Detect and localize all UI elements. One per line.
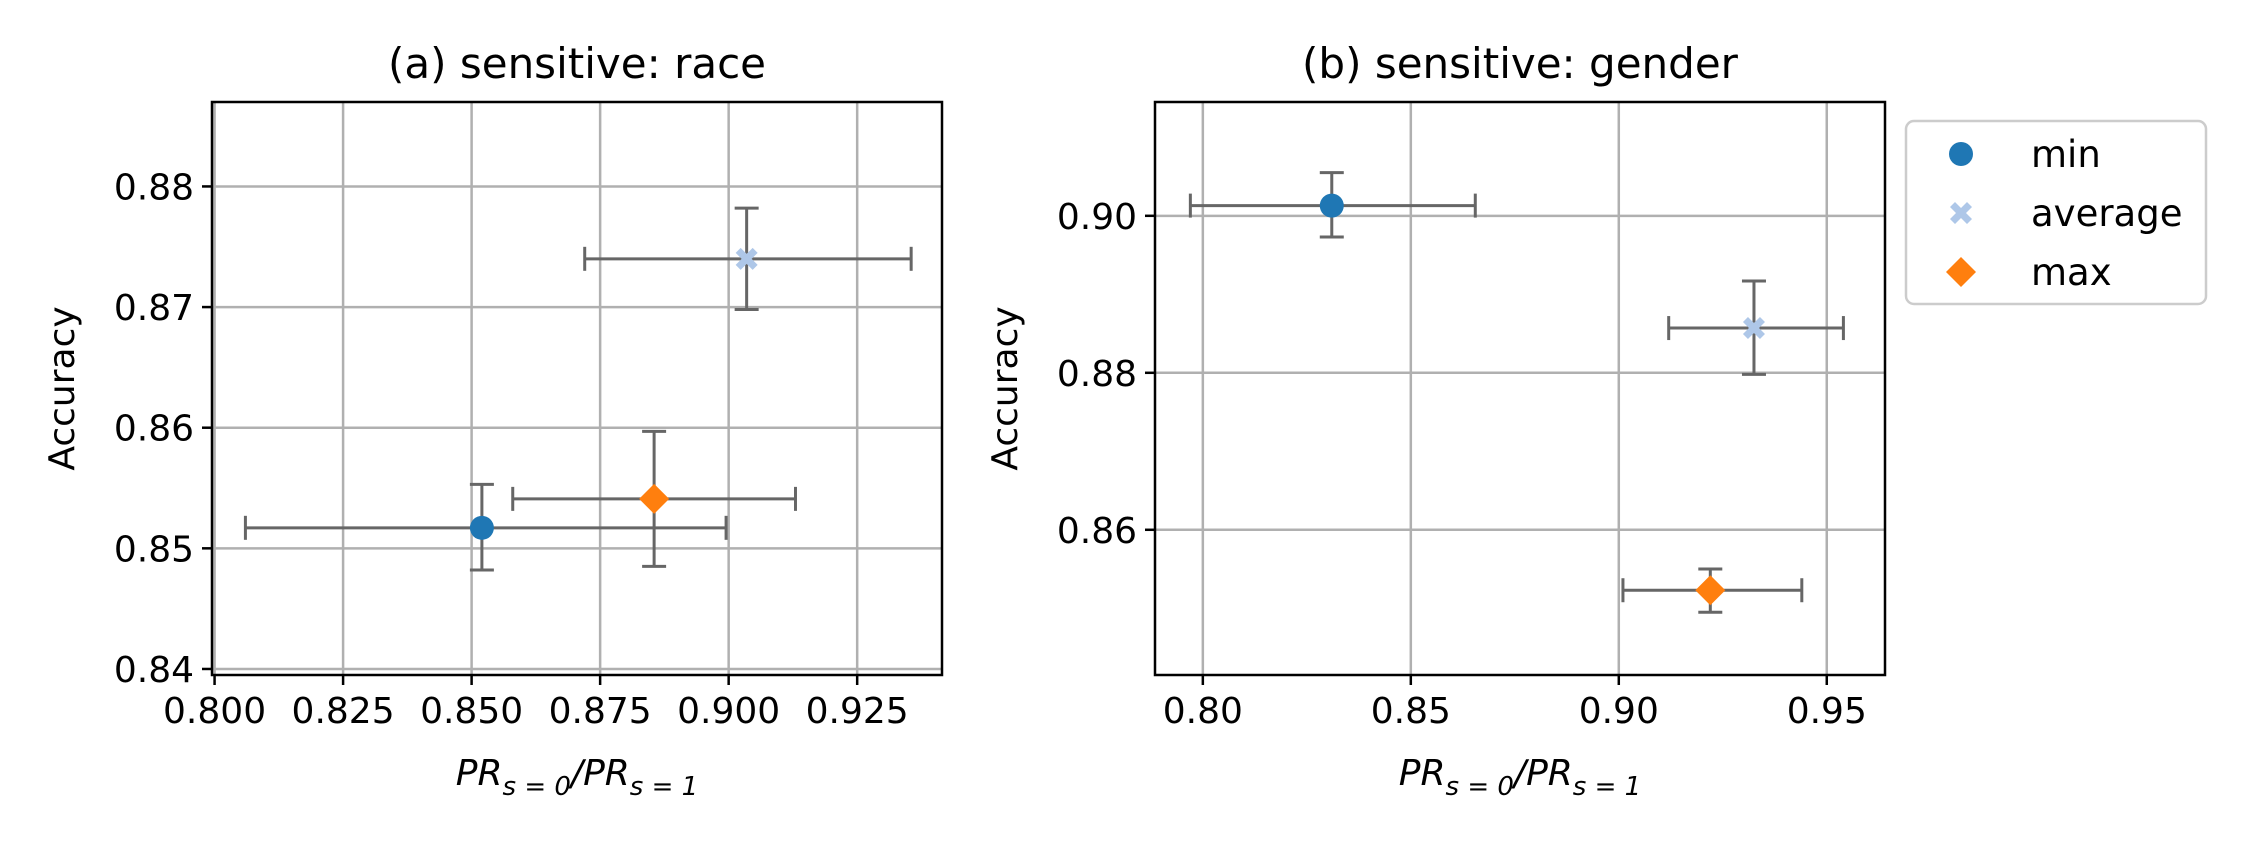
point-average [735,247,758,270]
x-tick-label: 0.875 [549,691,652,732]
axes-frame [210,100,944,677]
x-tick-label: 0.85 [1371,691,1451,732]
x-tick-label: 0.925 [806,691,909,732]
legend: min average max [1904,119,2208,306]
legend-label: max [2031,251,2112,294]
y-tick-label: 0.88 [1057,354,1137,395]
x-tick-label: 0.825 [292,691,395,732]
x-tick-label: 0.850 [420,691,523,732]
chart-title: (a) sensitive: race [388,39,766,88]
x-axis-label: PRs = 0/PRs = 1 [1399,753,1641,802]
y-tick-label: 0.85 [114,529,194,570]
x-axis-label-part: s = 0 [503,772,571,802]
y-tick-label: 0.87 [114,288,194,329]
x-axis-label-part: / [568,753,587,794]
gender-panel: 0.80 0.85 0.90 0.95 0.86 0.88 0.90 (b) sensitiv… [985,39,1887,802]
x-axis-label: PRs = 0/PRs = 1 [456,753,698,802]
axes-frame [1153,100,1887,677]
y-tick-label: 0.86 [1057,511,1137,552]
x-tick-label: 0.95 [1787,691,1867,732]
x-axis-label-part: PR [583,753,630,794]
y-tick-label: 0.86 [114,409,194,450]
legend-label: min [2031,133,2101,176]
x-axis-label-part: PR [1399,753,1446,794]
y-axis-label: Accuracy [42,306,83,470]
y-axis-label: Accuracy [985,306,1026,470]
point-max [1695,575,1726,606]
x-tick-label: 0.800 [163,691,266,732]
x-tick-label: 0.90 [1579,691,1659,732]
x-axis-label-part: s = 1 [1573,772,1641,802]
point-max [639,483,670,514]
point-min [469,515,494,540]
legend-marker-average [1950,202,1972,224]
legend-label: average [2031,192,2182,235]
x-tick-label: 0.900 [677,691,780,732]
x-axis-label-part: / [1511,753,1530,794]
x-axis-label-part: s = 0 [1446,772,1514,802]
y-tick-label: 0.88 [114,167,194,208]
point-average [1742,317,1765,340]
legend-marker-max [1946,257,1976,287]
x-axis-label-part: s = 1 [630,772,698,802]
point-min [1319,193,1344,218]
x-tick-label: 0.80 [1163,691,1243,732]
race-panel: 0.800 0.825 0.850 0.875 0.900 0.925 0.84 0.85 0.… [42,39,944,802]
x-axis-label-part: PR [1526,753,1573,794]
chart-title: (b) sensitive: gender [1302,39,1739,88]
x-axis-label-part: PR [456,753,503,794]
legend-frame [1904,119,2208,306]
y-tick-label: 0.90 [1057,197,1137,238]
legend-marker-min [1949,142,1973,166]
y-tick-label: 0.84 [114,650,194,691]
